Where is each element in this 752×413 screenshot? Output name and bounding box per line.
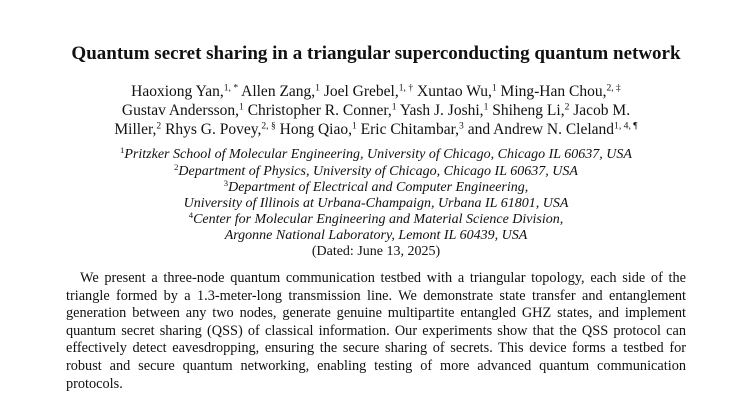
- author-name: Ming-Han Chou,: [496, 83, 607, 100]
- author-sup: 1, †: [398, 82, 414, 94]
- affiliation-text: Pritzker School of Molecular Engineering…: [124, 147, 632, 162]
- author-sup: 1: [491, 82, 497, 94]
- author-sup: 3: [459, 120, 464, 132]
- author-name: Xuntao Wu,: [413, 83, 492, 100]
- author-sup: 1, *: [223, 82, 239, 94]
- author-name: Joel Grebel,: [319, 83, 399, 100]
- abstract-text: We present a three-node quantum communic…: [66, 270, 686, 392]
- author-name: Miller,: [114, 121, 157, 138]
- author-name: Jacob M.: [569, 102, 631, 119]
- author-sup: 1: [239, 101, 244, 113]
- affiliation-1: 1Pritzker School of Molecular Engineerin…: [0, 146, 752, 163]
- affiliation-text: University of Illinois at Urbana-Champai…: [183, 196, 569, 211]
- author-line-3: Miller,2 Rhys G. Povey,2, § Hong Qiao,1 …: [0, 120, 752, 140]
- dated-line: (Dated: June 13, 2025): [311, 244, 441, 259]
- affiliation-text: Department of Electrical and Computer En…: [228, 180, 529, 195]
- author-sup: 1: [315, 82, 320, 94]
- affiliation-4: 4Center for Molecular Engineering and Ma…: [0, 211, 752, 228]
- affiliation-3: 3Department of Electrical and Computer E…: [0, 179, 752, 196]
- author-name: and Andrew N. Cleland: [463, 121, 615, 138]
- author-name: Christopher R. Conner,: [243, 102, 392, 119]
- author-sup: 2, ‡: [606, 82, 621, 94]
- author-sup: 2, §: [261, 120, 276, 132]
- author-sup: 2: [564, 101, 570, 113]
- author-sup: 1: [391, 101, 397, 113]
- affiliation-4-cont: Argonne National Laboratory, Lemont IL 6…: [0, 227, 752, 244]
- author-name: Yash J. Joshi,: [396, 102, 484, 119]
- author-name: Eric Chitambar,: [356, 121, 460, 138]
- author-name: Haoxiong Yan,: [131, 83, 224, 100]
- author-name: Allen Zang,: [238, 83, 316, 100]
- affiliation-text: Center for Molecular Engineering and Mat…: [193, 212, 564, 227]
- affiliation-sup: 1: [120, 145, 125, 156]
- affiliation-sup: 3: [223, 178, 229, 189]
- affiliation-sup: 4: [188, 210, 194, 221]
- author-line-2: Gustav Andersson,1 Christopher R. Conner…: [0, 101, 752, 121]
- author-name: Gustav Andersson,: [121, 102, 240, 119]
- abstract: We present a three-node quantum communic…: [66, 270, 686, 393]
- paper-title: Quantum secret sharing in a triangular s…: [71, 43, 681, 64]
- affiliation-3-cont: University of Illinois at Urbana-Champai…: [0, 195, 752, 212]
- affiliation-text: Department of Physics, University of Chi…: [178, 164, 578, 179]
- affiliation-2: 2Department of Physics, University of Ch…: [0, 163, 752, 180]
- affiliation-sup: 2: [174, 162, 179, 173]
- author-sup: 1, 4, ¶: [614, 120, 638, 132]
- author-name: Shiheng Li,: [488, 102, 565, 119]
- author-name: Hong Qiao,: [275, 121, 352, 138]
- author-sup: 2: [156, 120, 162, 132]
- author-name: Rhys G. Povey,: [161, 121, 262, 138]
- author-line-1: Haoxiong Yan,1, * Allen Zang,1 Joel Greb…: [0, 82, 752, 102]
- affiliation-text: Argonne National Laboratory, Lemont IL 6…: [224, 228, 528, 243]
- author-sup: 1: [483, 101, 489, 113]
- author-sup: 1: [351, 120, 357, 132]
